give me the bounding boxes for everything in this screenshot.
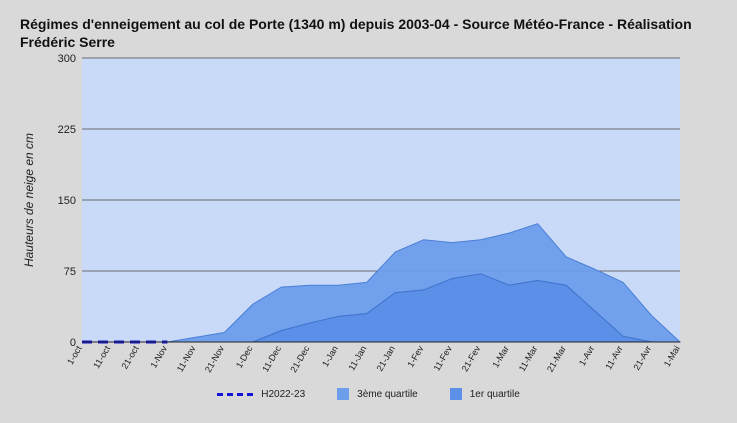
x-tick-label: 11-Jan <box>346 344 368 372</box>
legend: H2022-23 3ème quartile 1er quartile <box>0 388 737 400</box>
x-tick-label: 21-Dec <box>288 344 311 375</box>
x-tick-label: 1-Mar <box>490 344 510 369</box>
y-tick-label: 225 <box>58 124 76 136</box>
x-tick-label: 11-Fev <box>432 344 455 373</box>
x-tick-label: 21-Mar <box>545 344 568 374</box>
x-tick-label: 11-Mar <box>517 344 540 373</box>
x-tick-label: 21-Jan <box>375 344 397 373</box>
x-tick-label: 21-oct <box>120 344 141 371</box>
x-tick-label: 11-Nov <box>175 344 198 374</box>
x-tick-label: 11-Dec <box>260 344 283 374</box>
y-axis-label: Hauteurs de neige en cm <box>22 133 36 267</box>
x-tick-label: 21-Avr <box>631 344 653 372</box>
x-tick-label: 1-oct <box>65 344 84 367</box>
legend-item-series-2[interactable]: 1er quartile <box>449 388 520 400</box>
x-tick-label: 1-Dec <box>234 344 255 370</box>
legend-label: 3ème quartile <box>357 388 418 400</box>
x-tick-label: 21-Fev <box>460 344 483 374</box>
y-tick-label: 300 <box>58 53 76 65</box>
legend-label: H2022-23 <box>261 388 306 400</box>
x-tick-label: 1-Avr <box>577 344 596 367</box>
legend-item-series-0[interactable]: H2022-23 <box>217 389 305 400</box>
chart-title: Régimes d'enneigement au col de Porte (1… <box>20 16 692 50</box>
legend-label: 1er quartile <box>469 388 520 400</box>
y-tick-label: 75 <box>64 266 76 278</box>
x-tick-label: 1-Mai <box>662 344 682 368</box>
legend-swatch-area <box>449 388 462 400</box>
x-tick-label: 1-Fev <box>405 344 425 369</box>
y-tick-label: 0 <box>70 337 76 349</box>
y-tick-label: 150 <box>58 195 76 207</box>
legend-swatch-area <box>337 388 350 400</box>
x-tick-label: 11-oct <box>91 344 112 371</box>
legend-swatch-dashed-line <box>217 392 254 396</box>
x-tick-label: 11-Avr <box>603 344 625 371</box>
legend-item-series-1[interactable]: 3ème quartile <box>337 388 418 400</box>
x-tick-label: 21-Nov <box>203 344 226 375</box>
x-tick-label: 1-Nov <box>148 344 169 370</box>
x-tick-label: 1-Jan <box>320 344 340 368</box>
